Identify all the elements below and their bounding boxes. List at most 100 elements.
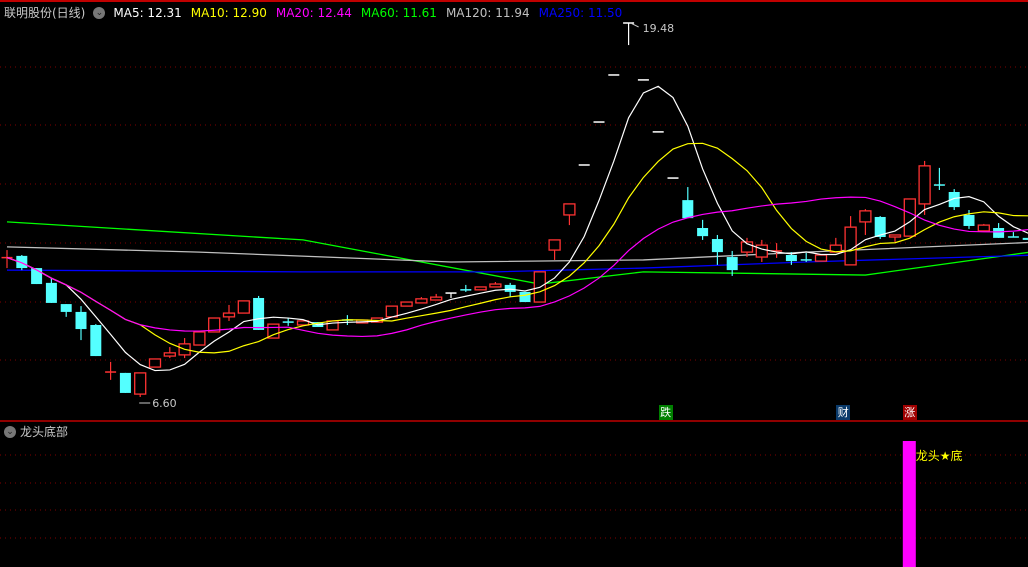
- candle-body: [993, 228, 1005, 238]
- indicator-signal-label: 龙头★底: [915, 449, 963, 463]
- candle: [430, 293, 443, 301]
- ma-legend: MA5: 12.31 MA10: 12.90 MA20: 12.44 MA60: 11…: [113, 6, 622, 20]
- candle: [474, 286, 487, 291]
- candle-body: [504, 284, 516, 292]
- candle: [933, 167, 945, 190]
- candle-body: [75, 311, 87, 330]
- candle-body: [489, 283, 502, 288]
- candle-body: [785, 255, 797, 262]
- candle: [119, 372, 131, 393]
- candle: [326, 320, 339, 331]
- candle: [888, 234, 902, 242]
- candle: [859, 209, 872, 235]
- candle-body: [903, 198, 916, 237]
- signal-marker: 涨: [902, 405, 917, 420]
- moving-averages: [6, 85, 1028, 372]
- candle: [193, 331, 206, 346]
- candle-body: [208, 317, 221, 333]
- ma-legend-item: MA60: 11.61: [360, 5, 437, 20]
- candle-body: [697, 228, 709, 237]
- candle: [1022, 237, 1028, 240]
- candle: [948, 189, 960, 210]
- candle: [623, 22, 635, 46]
- candle: [163, 347, 176, 359]
- candle: [726, 250, 738, 276]
- ma120-line: [6, 241, 1028, 263]
- candle: [237, 300, 250, 314]
- ma-legend-item: MA120: 11.94: [445, 5, 530, 20]
- candle: [222, 304, 236, 321]
- candle-body: [548, 239, 561, 251]
- candle: [563, 203, 576, 226]
- candle-body: [163, 352, 176, 357]
- candle-body: [119, 372, 131, 393]
- candle: [918, 160, 931, 215]
- candle-body: [682, 200, 694, 219]
- candle-body: [193, 331, 206, 346]
- candle-body: [948, 191, 960, 208]
- candle-body: [237, 300, 250, 314]
- candle: [148, 358, 162, 368]
- candle: [519, 291, 531, 303]
- candle-body: [415, 298, 428, 304]
- candle: [993, 223, 1005, 238]
- ma20-line: [6, 196, 1028, 338]
- stock-title: 联明股份(日线): [4, 6, 86, 20]
- candle: [385, 305, 398, 318]
- candle: [460, 284, 472, 292]
- candle: [489, 282, 502, 288]
- candle: [903, 198, 916, 237]
- candle: [682, 187, 694, 219]
- candles: [1, 22, 1028, 397]
- candle: [1007, 232, 1019, 238]
- candle-body: [90, 324, 102, 357]
- candle-body: [519, 291, 531, 303]
- candle: [504, 282, 516, 298]
- candle: [445, 292, 457, 298]
- candle-body: [844, 226, 857, 266]
- indicator-signal-bar: [902, 441, 916, 567]
- high-price-label: 19.48: [643, 22, 675, 35]
- candle: [267, 323, 280, 339]
- candle-body: [888, 234, 902, 238]
- chevron-down-circle-icon[interactable]: ⌄: [93, 6, 106, 19]
- signal-marker: 财: [836, 405, 851, 420]
- candle: [296, 320, 310, 326]
- candle-body: [267, 323, 280, 339]
- candle: [800, 252, 812, 262]
- candle: [711, 234, 723, 265]
- candle: [105, 361, 117, 380]
- grid: [0, 0, 1028, 539]
- candle: [45, 277, 57, 303]
- candle: [31, 268, 43, 285]
- chevron-down-circle-icon[interactable]: ⌄: [4, 425, 16, 438]
- ma60-line: [6, 221, 1028, 285]
- candle: [755, 239, 768, 262]
- candle-body: [430, 296, 443, 301]
- candle-body: [711, 239, 723, 253]
- candle: [814, 254, 828, 262]
- candle-body: [963, 214, 975, 226]
- ma-legend-item: MA5: 12.31: [113, 5, 182, 20]
- candle-body: [726, 257, 738, 271]
- low-price-label: 6.60: [152, 397, 177, 410]
- indicator-header: ⌄ 龙头底部: [4, 423, 68, 440]
- candle-body: [31, 268, 43, 285]
- indicator-title: 龙头底部: [20, 425, 69, 439]
- candle: [282, 318, 294, 326]
- candle: [829, 237, 842, 253]
- candle-body: [874, 216, 886, 238]
- ma10-line: [6, 142, 1028, 354]
- candle: [697, 219, 709, 240]
- high-arrow: [630, 22, 639, 28]
- ma250-line: [6, 254, 1028, 273]
- chart-header: 联明股份(日线) ⌄ MA5: 12.31 MA10: 12.90 MA20: 12…: [4, 4, 622, 21]
- candle: [134, 372, 147, 397]
- candle: [977, 223, 990, 232]
- candle: [771, 243, 783, 258]
- candle-body: [740, 241, 754, 253]
- candle: [400, 301, 413, 307]
- candle-body: [400, 301, 413, 307]
- candle: [963, 210, 975, 229]
